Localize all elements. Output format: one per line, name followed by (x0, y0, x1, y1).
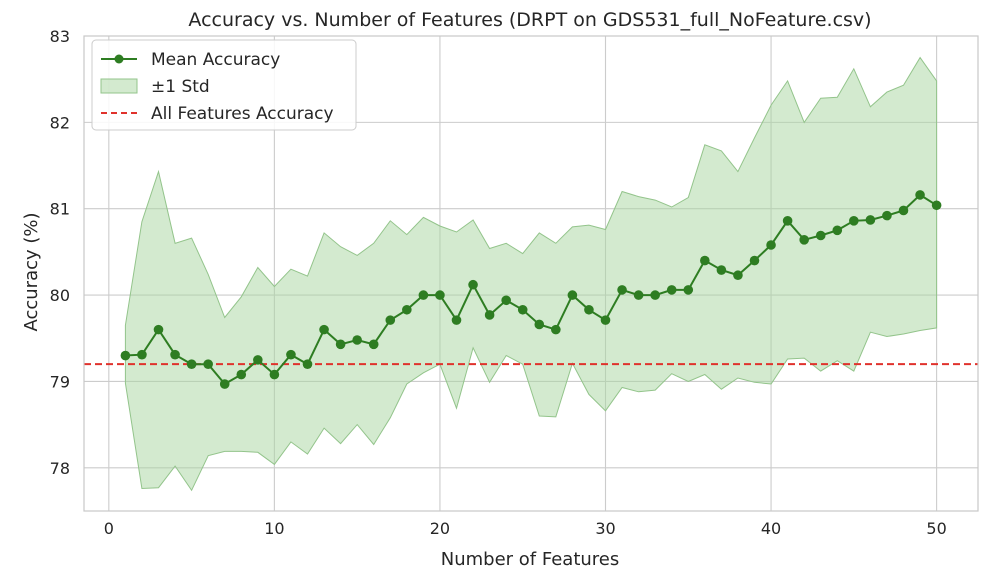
y-tick-label-78: 78 (50, 459, 70, 478)
mean-point-22 (468, 279, 478, 290)
legend-std-swatch (100, 78, 138, 94)
mean-point-11 (286, 349, 296, 360)
y-tick-label-80: 80 (50, 286, 70, 305)
mean-point-18 (402, 304, 412, 315)
mean-point-40 (766, 240, 776, 250)
mean-point-13 (319, 324, 329, 335)
mean-point-44 (832, 225, 843, 236)
x-tick-label-20: 20 (430, 519, 450, 538)
chart-title: Accuracy vs. Number of Features (DRPT on… (188, 9, 871, 31)
mean-point-27 (551, 324, 561, 335)
mean-point-28 (567, 290, 578, 300)
legend-mean-label: Mean Accuracy (151, 50, 280, 70)
mean-point-38 (733, 270, 743, 281)
x-tick-label-0: 0 (104, 519, 114, 538)
mean-point-14 (335, 339, 346, 350)
mean-point-39 (749, 255, 760, 266)
mean-point-43 (815, 230, 826, 241)
mean-point-6 (203, 359, 213, 369)
mean-point-9 (253, 355, 263, 365)
y-tick-label-81: 81 (50, 200, 70, 219)
mean-point-45 (849, 216, 859, 226)
mean-points-layer (120, 190, 942, 389)
mean-point-17 (385, 315, 396, 325)
mean-point-4 (170, 349, 180, 360)
std-band (124, 56, 938, 492)
plot-frame (83, 35, 979, 512)
mean-point-34 (666, 285, 677, 295)
mean-point-23 (484, 310, 495, 320)
mean-point-37 (716, 265, 727, 275)
x-tick-label-10: 10 (264, 519, 284, 538)
mean-point-24 (501, 295, 511, 306)
mean-point-7 (219, 379, 230, 389)
mean-point-21 (451, 315, 462, 325)
mean-point-30 (600, 315, 611, 325)
mean-point-3 (153, 324, 164, 335)
mean-point-42 (799, 235, 809, 245)
y-tick-label-83: 83 (50, 27, 70, 46)
mean-point-33 (650, 290, 660, 300)
y-axis-label: Accuracy (%) (21, 212, 42, 331)
mean-point-49 (915, 190, 925, 200)
legend-std-label: ±1 Std (151, 77, 210, 97)
x-axis-ticks: 0 10 20 30 40 50 (104, 519, 947, 538)
mean-point-10 (269, 369, 280, 380)
std-band-layer (124, 56, 938, 492)
mean-point-46 (865, 215, 876, 225)
legend-box (91, 39, 357, 131)
mean-point-19 (418, 290, 429, 300)
mean-point-29 (584, 304, 594, 315)
mean-point-5 (186, 359, 197, 369)
mean-point-20 (435, 290, 445, 300)
y-axis-ticks: 78 79 80 81 82 83 (50, 27, 70, 478)
mean-point-48 (898, 205, 909, 216)
mean-point-26 (534, 319, 545, 330)
y-tick-label-82: 82 (50, 113, 70, 132)
y-tick-label-79: 79 (50, 372, 70, 391)
mean-point-50 (931, 200, 942, 211)
mean-point-12 (302, 359, 313, 369)
x-axis-label: Number of Features (441, 549, 620, 570)
mean-point-41 (782, 216, 793, 226)
x-tick-label-50: 50 (926, 519, 946, 538)
mean-point-15 (352, 335, 362, 345)
mean-point-25 (517, 304, 528, 315)
mean-point-47 (882, 210, 892, 221)
mean-point-32 (633, 290, 644, 300)
mean-point-36 (700, 255, 710, 266)
x-tick-label-30: 30 (595, 519, 615, 538)
legend: Mean Accuracy ±1 Std All Features Accura… (91, 39, 357, 131)
mean-point-1 (120, 350, 131, 361)
mean-point-35 (683, 285, 694, 295)
x-tick-label-40: 40 (761, 519, 781, 538)
mean-point-16 (368, 339, 379, 350)
mean-point-2 (137, 349, 147, 360)
legend-mean-marker-swatch (114, 54, 124, 64)
mean-point-31 (617, 285, 627, 295)
mean-point-8 (236, 369, 247, 380)
legend-reference-label: All Features Accuracy (151, 104, 334, 124)
